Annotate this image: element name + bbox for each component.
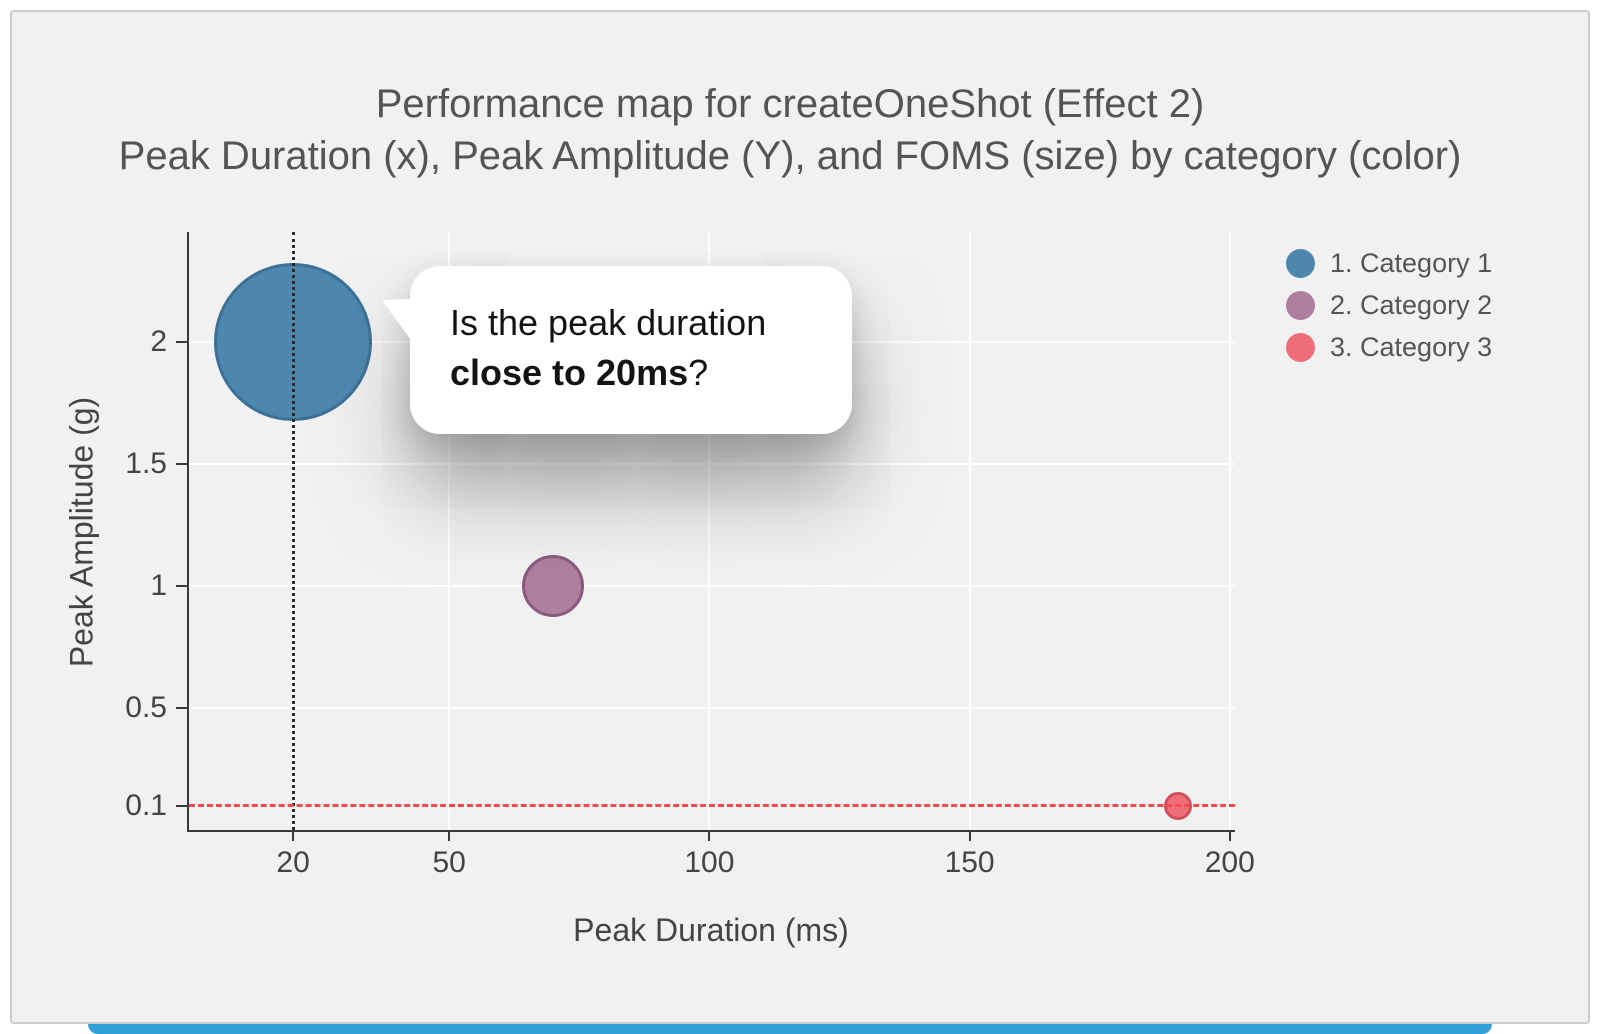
gridline-vertical (448, 232, 451, 830)
y-tick-label: 1.5 (125, 446, 167, 480)
callout-line1: Is the peak duration (450, 302, 767, 343)
x-tick-label: 100 (684, 846, 735, 879)
title-block: Performance map for createOneShot (Effec… (0, 78, 1580, 182)
x-axis-tick (1228, 830, 1231, 841)
bubble-2-category-2[interactable] (522, 554, 585, 617)
gridline-horizontal (189, 584, 1235, 587)
x-tick-label: 200 (1204, 846, 1255, 879)
reference-line-vertical (291, 232, 295, 830)
y-tick-label: 2 (150, 324, 167, 358)
gridline-vertical (1228, 232, 1231, 830)
x-axis-tick (968, 830, 971, 841)
gridline-horizontal (189, 706, 1235, 709)
y-axis-tick (176, 706, 187, 709)
y-axis-tick (176, 584, 187, 587)
x-axis-tick (708, 830, 711, 841)
y-axis-tick (176, 340, 187, 343)
y-tick-label: 0.5 (125, 690, 167, 724)
reference-line-horizontal (189, 804, 1235, 808)
callout-bold-text: close to 20ms (450, 352, 689, 393)
y-tick-label: 0.1 (125, 788, 167, 822)
y-axis-title: Peak Amplitude (g) (63, 396, 100, 668)
legend: 1. Category 1 2. Category 2 3. Category … (1286, 242, 1492, 368)
x-axis-tick (292, 830, 295, 841)
y-axis-tick (176, 804, 187, 807)
gridline-horizontal (189, 462, 1235, 465)
callout-text: Is the peak duration close to 20ms? (450, 298, 814, 398)
legend-label: 2. Category 2 (1330, 289, 1493, 320)
x-axis-title: Peak Duration (ms) (573, 912, 849, 948)
legend-swatch-icon (1286, 248, 1315, 278)
chart-subtitle: Peak Duration (x), Peak Amplitude (Y), a… (118, 134, 1462, 178)
chart-card (10, 10, 1590, 1024)
x-axis-tick (448, 830, 451, 841)
legend-swatch-icon (1286, 290, 1315, 320)
x-tick-label: 20 (276, 846, 310, 879)
legend-item-category-2[interactable]: 2. Category 2 (1286, 284, 1492, 326)
legend-item-category-3[interactable]: 3. Category 3 (1286, 326, 1492, 368)
x-tick-label: 50 (432, 846, 466, 879)
x-tick-label: 150 (944, 846, 995, 879)
legend-swatch-icon (1286, 332, 1315, 362)
y-axis-tick (176, 462, 187, 465)
legend-label: 3. Category 3 (1330, 331, 1493, 362)
callout-tail (374, 290, 422, 342)
y-tick-label: 1 (150, 568, 167, 602)
callout-suffix: ? (688, 352, 709, 393)
gridline-vertical (708, 232, 711, 830)
legend-item-category-1[interactable]: 1. Category 1 (1286, 242, 1492, 284)
legend-label: 1. Category 1 (1330, 247, 1493, 278)
callout-tooltip: Is the peak duration close to 20ms? (374, 266, 852, 434)
chart-title: Performance map for createOneShot (Effec… (375, 82, 1205, 126)
gridline-vertical (968, 232, 971, 830)
